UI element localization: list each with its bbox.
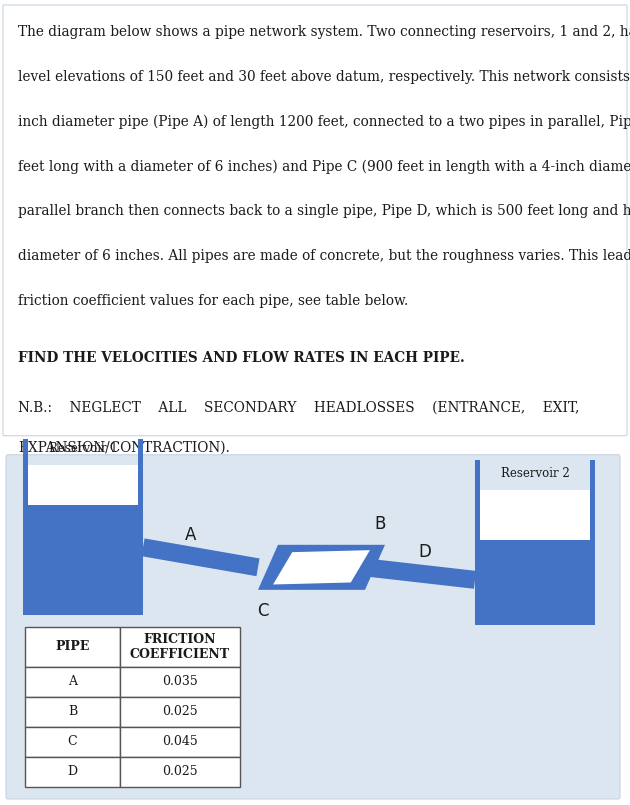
Bar: [120, 757, 240, 787]
Bar: [25, 757, 120, 787]
Bar: [475, 460, 480, 620]
Bar: [25, 627, 120, 667]
Polygon shape: [142, 539, 260, 576]
Text: Reservoir 1: Reservoir 1: [49, 442, 117, 455]
Bar: [138, 435, 143, 610]
Text: level elevations of 150 feet and 30 feet above datum, respectively. This network: level elevations of 150 feet and 30 feet…: [18, 70, 630, 84]
Bar: [475, 620, 595, 625]
Text: C: C: [257, 602, 269, 620]
Bar: [25, 697, 120, 727]
Text: B: B: [68, 705, 77, 718]
Bar: [25, 667, 120, 697]
Bar: [25, 727, 120, 757]
Bar: [480, 540, 590, 620]
Text: 0.025: 0.025: [162, 766, 198, 778]
Bar: [28, 464, 138, 610]
Text: C: C: [67, 736, 77, 749]
Text: 0.045: 0.045: [162, 736, 198, 749]
Text: The diagram below shows a pipe network system. Two connecting reservoirs, 1 and : The diagram below shows a pipe network s…: [18, 25, 630, 39]
Text: N.B.:    NEGLECT    ALL    SECONDARY    HEADLOSSES    (ENTRANCE,    EXIT,: N.B.: NEGLECT ALL SECONDARY HEADLOSSES (…: [18, 401, 580, 415]
Bar: [23, 610, 143, 615]
Bar: [23, 435, 28, 610]
Bar: [480, 489, 590, 620]
Text: EXPANSION/CONTRACTION).: EXPANSION/CONTRACTION).: [18, 440, 230, 455]
Text: D: D: [418, 543, 432, 560]
Bar: [590, 460, 595, 620]
Polygon shape: [273, 550, 370, 584]
Text: 0.035: 0.035: [162, 675, 198, 688]
Bar: [120, 667, 240, 697]
Text: FIND THE VELOCITIES AND FLOW RATES IN EACH PIPE.: FIND THE VELOCITIES AND FLOW RATES IN EA…: [18, 351, 465, 365]
Text: feet long with a diameter of 6 inches) and Pipe C (900 feet in length with a 4-i: feet long with a diameter of 6 inches) a…: [18, 159, 630, 174]
FancyBboxPatch shape: [3, 5, 627, 436]
Text: D: D: [67, 766, 77, 778]
Text: parallel branch then connects back to a single pipe, Pipe D, which is 500 feet l: parallel branch then connects back to a …: [18, 204, 630, 218]
Text: inch diameter pipe (Pipe A) of length 1200 feet, connected to a two pipes in par: inch diameter pipe (Pipe A) of length 12…: [18, 114, 630, 129]
Polygon shape: [364, 559, 476, 588]
Text: Reservoir 2: Reservoir 2: [501, 467, 570, 480]
Text: FRICTION
COEFFICIENT: FRICTION COEFFICIENT: [130, 633, 230, 661]
Text: B: B: [374, 514, 386, 533]
Polygon shape: [258, 545, 385, 590]
Text: A: A: [68, 675, 77, 688]
Text: diameter of 6 inches. All pipes are made of concrete, but the roughness varies. : diameter of 6 inches. All pipes are made…: [18, 250, 630, 263]
Text: PIPE: PIPE: [55, 641, 89, 654]
Bar: [28, 505, 138, 610]
Text: 0.025: 0.025: [162, 705, 198, 718]
Text: A: A: [185, 526, 196, 544]
Text: friction coefficient values for each pipe, see table below.: friction coefficient values for each pip…: [18, 294, 408, 308]
FancyBboxPatch shape: [6, 455, 620, 799]
Bar: [120, 627, 240, 667]
Bar: [120, 727, 240, 757]
Bar: [120, 697, 240, 727]
